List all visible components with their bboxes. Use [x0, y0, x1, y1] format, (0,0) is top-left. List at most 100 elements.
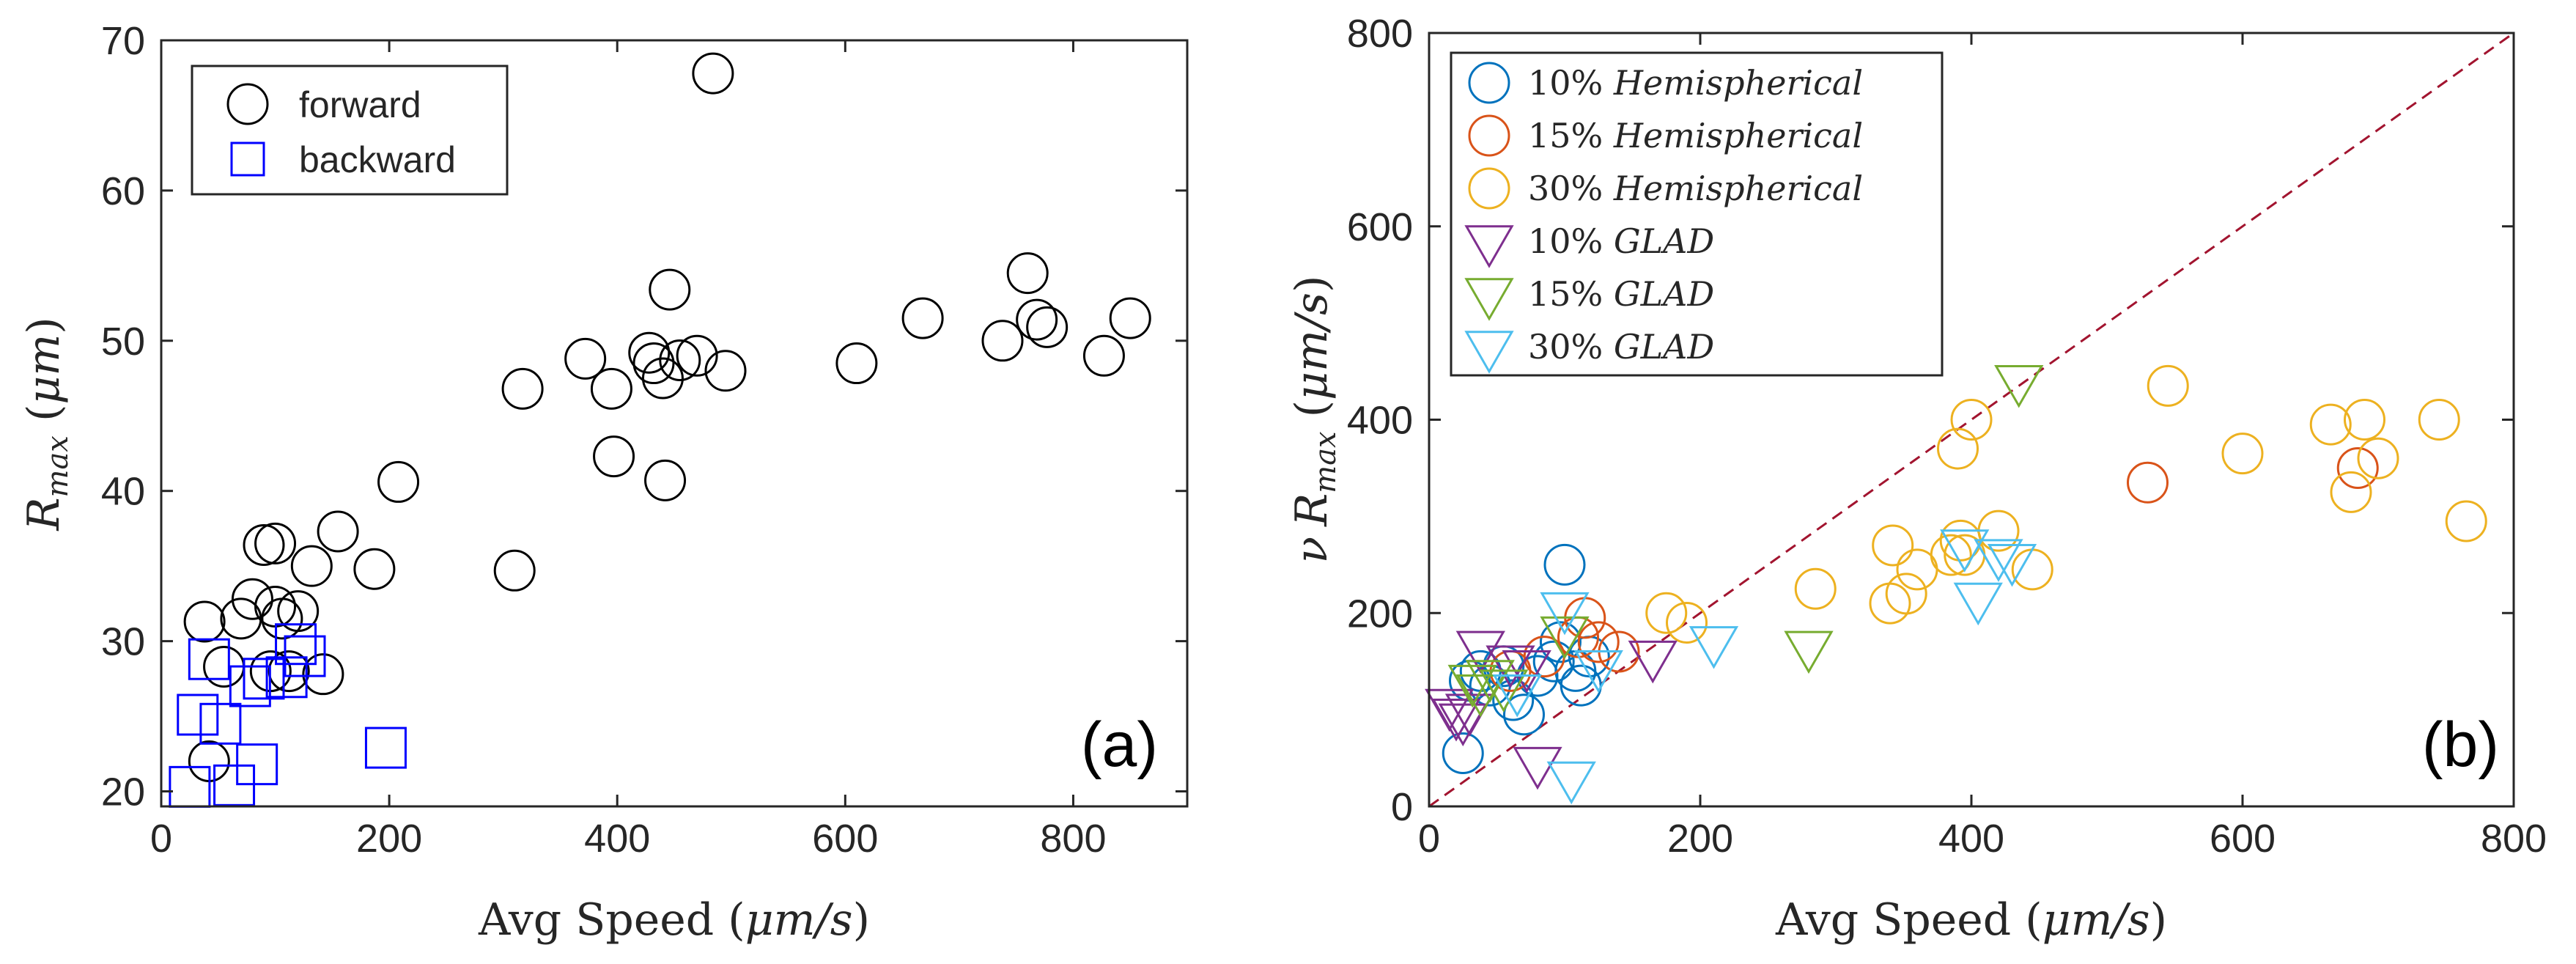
legend-marker-30pct-glad — [1464, 331, 1514, 374]
panel-a-x-tick-label: 400 — [584, 817, 650, 861]
legend-entry-15pct-hemispherical-label: 15% Hemispherical — [1528, 116, 1863, 155]
panel-a-x-tick-label: 600 — [812, 817, 878, 861]
panel-b-point-30pct-glad — [1940, 529, 1990, 573]
panel-b-point-30pct-glad — [1987, 543, 2037, 587]
panel-a-marks — [169, 52, 1151, 808]
panel-a-y-tick-label: 50 — [101, 320, 145, 364]
panel-a-series-forward — [183, 52, 1151, 783]
legend-entry-backward-label: backward — [299, 139, 456, 180]
panel-b-point-15pct-glad — [1784, 630, 1834, 674]
panel-b-point-30pct-hemispherical — [1645, 592, 1688, 634]
panel-b-y-tick-label: 600 — [1347, 205, 1413, 249]
panel-b-series-30pct-hemispherical — [1645, 364, 2487, 644]
panel-a-legend-box — [191, 65, 509, 196]
panel-b-series-15pct-glad — [1447, 365, 2044, 718]
legend-entry-30pct-glad-label: 30% GLAD — [1528, 327, 1714, 367]
panel-a-point-forward — [644, 459, 687, 501]
panel-a-point-backward — [229, 665, 271, 707]
panel-b-point-10pct-hemispherical — [1503, 693, 1545, 736]
legend-marker-forward — [226, 83, 269, 125]
panel-a-y-tick-label: 30 — [101, 620, 145, 664]
panel-b-point-30pct-glad — [1974, 539, 2023, 582]
panel-a-y-tick-label: 60 — [101, 169, 145, 213]
panel-b-point-30pct-hemispherical — [2330, 471, 2372, 513]
panel-a-point-forward — [628, 331, 671, 374]
panel-a-point-forward — [676, 334, 718, 377]
legend-entry-forward-label: forward — [299, 84, 421, 125]
legend-marker-10pct-hemispherical — [1468, 62, 1510, 104]
panel-b-point-30pct-hemispherical — [1666, 601, 1708, 644]
panel-b-point-15pct-hemispherical — [1577, 621, 1620, 663]
panel-b-point-30pct-hemispherical — [2357, 437, 2399, 479]
panel-a-point-forward — [593, 435, 635, 478]
legend-entry-15pct-glad-label: 15% GLAD — [1528, 274, 1714, 314]
panel-b-x-tick-label: 400 — [1938, 817, 2004, 861]
panel-b-point-15pct-glad — [1465, 660, 1515, 703]
panel-a-y-axis-label: Rmax (μm) — [18, 317, 75, 531]
legend-marker-15pct-glad — [1464, 278, 1514, 321]
panel-a-legend: forward backward — [191, 65, 509, 196]
panel-b-series-15pct-hemispherical — [1489, 446, 2379, 692]
panel-b-point-10pct-hemispherical — [1532, 640, 1575, 682]
panel-b-point-10pct-hemispherical — [1543, 543, 1586, 586]
panel-a-point-backward — [169, 765, 211, 808]
panel-a-point-forward — [1016, 298, 1058, 341]
panel-b-x-tick-label: 800 — [2481, 817, 2547, 861]
panel-b-point-30pct-hemispherical — [2221, 433, 2264, 475]
legend-entry-10pct-hemispherical-label: 10% Hemispherical — [1528, 63, 1863, 103]
panel-a-point-forward — [659, 339, 701, 381]
panel-a-point-forward — [302, 653, 344, 696]
panel-b-point-30pct-hemispherical — [1794, 567, 1837, 610]
panel-b-point-15pct-glad — [1447, 664, 1497, 708]
panel-b-point-30pct-hemispherical — [1937, 427, 1979, 470]
panel-a-point-backward — [275, 623, 317, 666]
panel-a-point-forward — [290, 545, 333, 587]
panel-a-point-backward — [364, 726, 407, 769]
legend-entry-30pct-hemispherical-label: 30% Hemispherical — [1528, 169, 1863, 208]
panel-b-point-10pct-glad — [1513, 746, 1562, 790]
panel-b-point-30pct-hemispherical — [2344, 399, 2385, 441]
panel-b-legend-entries: 10% Hemispherical 15% Hemispherical 30% He… — [1464, 62, 1863, 374]
panel-b-series-10pct-glad — [1425, 630, 1678, 790]
panel-a-point-forward — [1109, 297, 1151, 339]
panel-a-point-forward — [493, 549, 536, 592]
panel-a-point-forward — [1026, 306, 1069, 348]
panel-a-point-backward — [177, 693, 219, 736]
panel-a-point-forward — [353, 548, 396, 590]
panel-b-point-10pct-glad — [1628, 640, 1678, 684]
panel-a-point-forward — [277, 590, 320, 633]
panel-b-y-axis-label: νRmax (μm/s) — [1286, 276, 1343, 564]
panel-b-x-tick-label: 200 — [1667, 817, 1733, 861]
panel-b-y-tick-label: 800 — [1347, 12, 1413, 56]
panel-b-point-30pct-glad — [1546, 761, 1596, 805]
panel-b-point-10pct-glad — [1486, 645, 1535, 688]
panel-b-y-tick-label: 0 — [1391, 785, 1413, 829]
panel-a-y-tick-label: 40 — [101, 470, 145, 514]
panel-a-legend-markers — [226, 83, 269, 177]
panel-a-tag: (a) — [1081, 710, 1158, 780]
panel-a-point-forward — [183, 600, 226, 643]
panel-b-x-axis-label: Avg Speed (μm/s) — [1775, 894, 2167, 946]
panel-a-point-forward — [377, 460, 420, 503]
panel-b-point-30pct-hemispherical — [1930, 534, 1972, 576]
panel-a-point-forward — [261, 597, 303, 640]
panel-b-point-30pct-hemispherical — [2445, 500, 2487, 542]
panel-b-point-30pct-glad — [1540, 592, 1590, 636]
panel-a-point-forward — [632, 342, 675, 385]
panel-b-point-15pct-glad — [1994, 365, 2044, 408]
panel-a-point-forward — [1082, 334, 1125, 377]
panel-b-series-30pct-glad — [1492, 529, 2037, 805]
panel-b-point-30pct-hemispherical — [2418, 399, 2460, 441]
panel-a-point-forward — [641, 357, 684, 400]
panel-a-point-forward — [254, 522, 297, 564]
legend-marker-15pct-hemispherical — [1468, 114, 1510, 157]
panel-b-ticks: 0 200 400 600 800 0 200 400 600 800 — [1347, 12, 2547, 861]
panel-b-point-10pct-glad — [1431, 698, 1481, 742]
panel-a-point-forward — [243, 523, 285, 566]
panel-a-point-forward — [317, 510, 359, 553]
panel-a-y-tick-label: 70 — [101, 19, 145, 63]
panel-b-legend-box — [1450, 51, 1944, 377]
panel-a-point-forward — [692, 52, 734, 95]
panel-a-x-axis-label: Avg Speed (μm/s) — [478, 894, 870, 946]
panel-b-chart: 0 200 400 600 800 0 200 400 600 800 Avg Speed (μm… — [1286, 12, 2547, 946]
